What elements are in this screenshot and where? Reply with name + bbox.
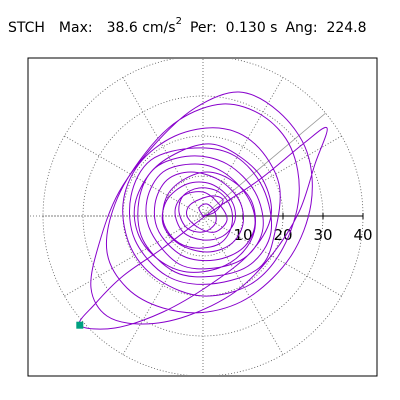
angle-value: 224.8 [326,19,367,36]
max-unit-exponent: 2 [175,16,182,27]
period-value: 0.130 s [225,19,278,36]
grid-spoke-60 [202,77,284,217]
header-bar: STCH Max: 38.6 cm/s2 Per: 0.130 s Ang: 224.8 [8,16,367,36]
max-unit: cm/s [142,19,176,36]
orbit-trace [78,91,328,330]
max-direction-line [202,112,326,217]
x-tick-label-30: 30 [313,226,332,244]
x-tick-label-20: 20 [273,226,292,244]
period-label: Per: [189,19,217,36]
max-point-marker [76,321,84,329]
x-axis: 10 20 30 40 [203,213,373,244]
angle-label: Ang: [285,19,318,36]
max-label: Max: [58,19,93,36]
plot-frame [27,57,378,377]
max-value: 38.6 [106,19,138,36]
grid-spoke-150 [64,135,204,217]
orbit-series-0 [78,91,328,330]
x-tick-label-10: 10 [233,226,252,244]
marker-layer [76,321,84,329]
station-code: STCH [8,19,45,36]
x-tick-label-40: 40 [353,226,372,244]
